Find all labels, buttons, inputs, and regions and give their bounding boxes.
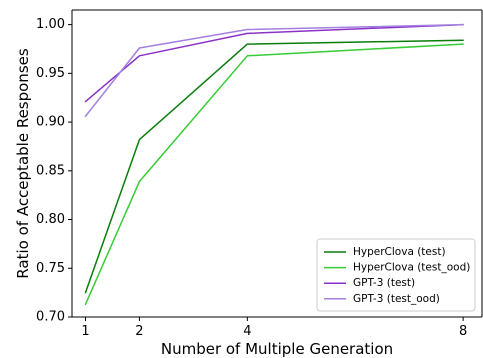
x-tick-label: 2 (135, 324, 143, 339)
legend-label-3: GPT-3 (test) (353, 277, 415, 289)
series-line-2 (84, 43, 464, 306)
series-line-3 (84, 23, 464, 103)
legend-box (316, 238, 476, 312)
axes-layer: 0.70 0.75 0.80 0.85 0.90 0.95 1.00 1 2 4 8 (36, 9, 483, 339)
y-tick-label: 0.75 (36, 261, 65, 276)
series-line-1 (84, 39, 464, 294)
y-tick-label: 0.80 (36, 212, 65, 227)
legend-label-4: GPT-3 (test_ood) (353, 293, 440, 305)
y-tick-label: 0.90 (36, 115, 65, 130)
y-tick-label: 0.70 (36, 310, 65, 325)
y-tick-label: 0.95 (36, 66, 65, 81)
legend-label-2: HyperClova (test_ood) (353, 262, 470, 274)
x-tick-label: 4 (243, 324, 251, 339)
series-layer (84, 23, 464, 306)
x-axis-label: Number of Multiple Generation (161, 340, 393, 358)
y-tick-label: 1.00 (36, 17, 65, 32)
legend-label-1: HyperClova (test) (353, 246, 446, 258)
legend: HyperClova (test) HyperClova (test_ood) GP… (316, 238, 476, 312)
x-tick-label: 1 (81, 324, 89, 339)
x-tick-label: 8 (459, 324, 467, 339)
series-line-4 (84, 23, 464, 117)
y-tick-label: 0.85 (36, 163, 65, 178)
y-axis-label: Ratio of Acceptable Responses (14, 48, 32, 279)
